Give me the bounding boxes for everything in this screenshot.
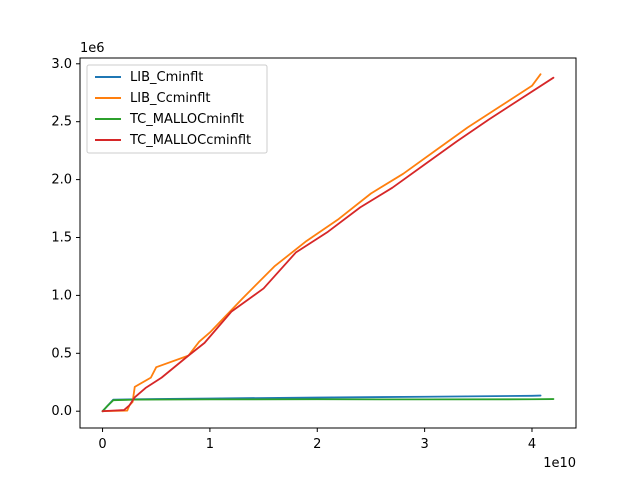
x-tick-label: 3: [420, 437, 428, 452]
x-tick-label: 2: [313, 437, 321, 452]
x-tick-label: 0: [98, 437, 106, 452]
legend-box: [86, 64, 268, 154]
legend-label: LIB_Ccminflt: [130, 91, 211, 106]
y-tick-label: 1.0: [51, 288, 72, 303]
legend: LIB_Cminflt LIB_Ccminflt TC_MALLOCminflt TC…: [86, 64, 268, 154]
x-offset-label: 1e10: [543, 456, 576, 471]
legend-label: LIB_Cminflt: [130, 70, 203, 85]
y-tick-label: 0.5: [51, 346, 72, 361]
y-offset-label: 1e6: [80, 41, 105, 56]
y-tick-label: 2.5: [51, 115, 72, 130]
legend-label: TC_MALLOCcminflt: [129, 133, 251, 148]
y-axis: 0.0 0.5 1.0 1.5 2.0 2.5 3.0: [51, 57, 80, 419]
legend-label: TC_MALLOCminflt: [129, 112, 244, 127]
x-tick-label: 1: [206, 437, 214, 452]
x-tick-label: 4: [528, 437, 536, 452]
y-tick-label: 0.0: [51, 404, 72, 419]
series-line: [101, 76, 555, 413]
x-axis: 0 1 2 3 4: [98, 428, 536, 452]
y-tick-label: 1.5: [51, 230, 72, 245]
series-layer: [101, 73, 555, 413]
y-tick-label: 2.0: [51, 173, 72, 188]
series-line: [101, 398, 555, 413]
y-tick-label: 3.0: [51, 57, 72, 72]
